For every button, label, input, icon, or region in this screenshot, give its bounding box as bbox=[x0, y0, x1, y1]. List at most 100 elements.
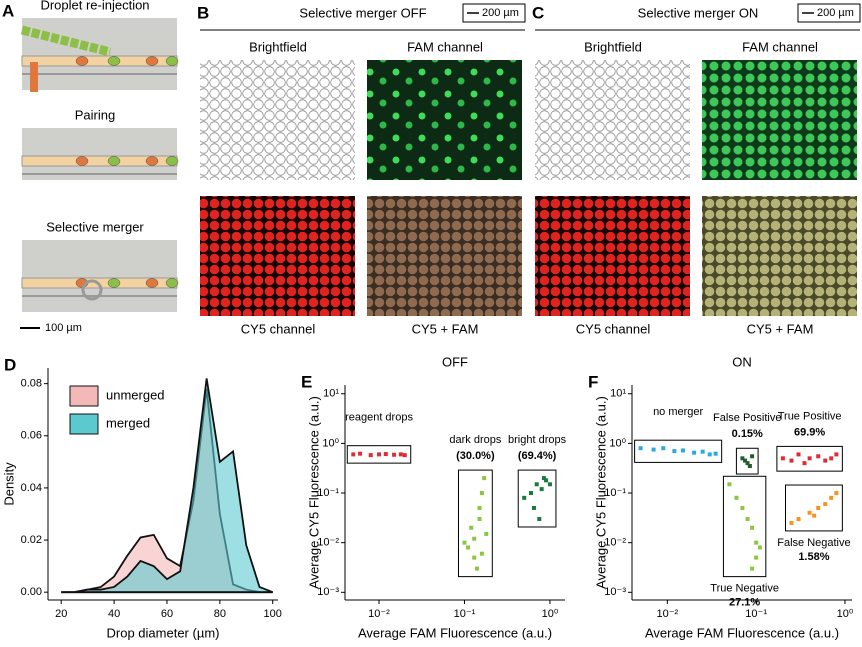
point bbox=[816, 454, 821, 459]
gate-box bbox=[457, 469, 493, 578]
point bbox=[368, 453, 373, 458]
image-caption: CY5 + FAM bbox=[747, 321, 814, 336]
image-caption: Brightfield bbox=[249, 39, 307, 54]
gate-box bbox=[634, 439, 723, 463]
image-caption: Droplet re-injection bbox=[40, 0, 149, 12]
panel-title: Selective merger OFF bbox=[299, 5, 426, 20]
point bbox=[757, 545, 762, 550]
point bbox=[661, 446, 666, 451]
density-area bbox=[61, 378, 274, 594]
y-tick-label: 10¹ bbox=[610, 388, 626, 400]
image-caption: CY5 channel bbox=[576, 321, 651, 336]
scale-bar-label: 200 µm bbox=[817, 7, 854, 19]
micrograph bbox=[22, 128, 177, 180]
x-tick-label: 60 bbox=[161, 608, 173, 620]
image-caption: FAM channel bbox=[742, 39, 818, 54]
droplet bbox=[107, 278, 121, 288]
y-axis-label: Density bbox=[1, 462, 16, 506]
micrograph bbox=[367, 196, 522, 316]
micrograph bbox=[22, 240, 177, 312]
point bbox=[802, 461, 807, 466]
point bbox=[747, 464, 752, 469]
point bbox=[544, 478, 549, 483]
image-caption: Pairing bbox=[75, 107, 115, 122]
y-tick-label: 10⁰ bbox=[322, 437, 339, 449]
point bbox=[692, 450, 697, 455]
point bbox=[789, 520, 794, 525]
scale-box bbox=[462, 3, 526, 23]
point bbox=[807, 510, 812, 515]
gate-box bbox=[722, 475, 767, 578]
point bbox=[383, 452, 388, 457]
micrograph bbox=[702, 196, 857, 316]
gate-label: no merger bbox=[653, 406, 703, 418]
panel-letter: A bbox=[2, 1, 14, 20]
x-tick-label: 10⁻¹ bbox=[454, 608, 476, 620]
point bbox=[472, 555, 477, 560]
x-tick-label: 100 bbox=[264, 608, 282, 620]
point bbox=[740, 456, 745, 461]
point bbox=[638, 446, 643, 451]
micrograph bbox=[702, 60, 857, 180]
legend-swatch bbox=[69, 413, 99, 435]
x-tick-label: 80 bbox=[214, 608, 226, 620]
point bbox=[707, 452, 712, 457]
panel-letter: C bbox=[532, 3, 544, 22]
micrograph bbox=[200, 196, 355, 316]
point bbox=[672, 449, 677, 454]
y-tick-label: 0.08 bbox=[21, 378, 42, 390]
point bbox=[780, 456, 785, 461]
y-tick-label: 0.04 bbox=[21, 482, 42, 494]
panel-letter: E bbox=[301, 372, 312, 391]
x-tick-label: 10⁰ bbox=[837, 608, 854, 620]
point bbox=[534, 482, 539, 487]
point bbox=[745, 516, 750, 521]
gate-label: reagent drops bbox=[345, 412, 413, 424]
point bbox=[727, 482, 732, 487]
point bbox=[700, 449, 705, 454]
point bbox=[469, 525, 474, 530]
gate-share: 69.9% bbox=[794, 426, 825, 438]
x-tick-label: 10⁻¹ bbox=[745, 608, 767, 620]
y-tick-label: 10⁻³ bbox=[604, 586, 626, 598]
scale-bar-label: 100 µm bbox=[45, 322, 82, 334]
point bbox=[398, 452, 403, 457]
y-tick-label: 10⁻² bbox=[317, 537, 339, 549]
y-axis-label: Average CY5 Fluorescence (a.u.) bbox=[593, 396, 608, 589]
point bbox=[796, 452, 801, 457]
point bbox=[474, 566, 479, 571]
y-axis-label: Average CY5 Fluorescence (a.u.) bbox=[306, 396, 321, 589]
channel-wall bbox=[22, 73, 177, 75]
point bbox=[477, 516, 482, 521]
point bbox=[816, 505, 821, 510]
point bbox=[734, 495, 739, 500]
panel-letter: F bbox=[588, 372, 598, 391]
scale-bar-label: 200 µm bbox=[482, 7, 519, 19]
chart-title: ON bbox=[732, 354, 752, 369]
point bbox=[823, 502, 828, 507]
point bbox=[750, 525, 755, 530]
point bbox=[745, 461, 750, 466]
point bbox=[377, 452, 382, 457]
point bbox=[528, 491, 533, 496]
x-axis-label: Average FAM Fluorescence (a.u.) bbox=[358, 625, 552, 640]
legend-label: merged bbox=[106, 415, 150, 430]
y-tick-label: 10⁻¹ bbox=[604, 487, 626, 499]
image-caption: CY5 + FAM bbox=[412, 321, 479, 336]
gate-share: 27.1% bbox=[729, 597, 760, 609]
point bbox=[713, 451, 718, 456]
point bbox=[462, 540, 467, 545]
gate-share: 0.15% bbox=[732, 428, 763, 440]
point bbox=[754, 540, 759, 545]
point bbox=[796, 516, 801, 521]
point bbox=[834, 452, 839, 457]
gate-share: (69.4%) bbox=[518, 450, 557, 462]
point bbox=[547, 482, 552, 487]
point bbox=[740, 505, 745, 510]
gate-share: 1.58% bbox=[798, 551, 829, 563]
point bbox=[402, 453, 407, 458]
panel-title: Selective merger ON bbox=[638, 5, 759, 20]
droplet bbox=[107, 56, 121, 66]
point bbox=[522, 495, 527, 500]
